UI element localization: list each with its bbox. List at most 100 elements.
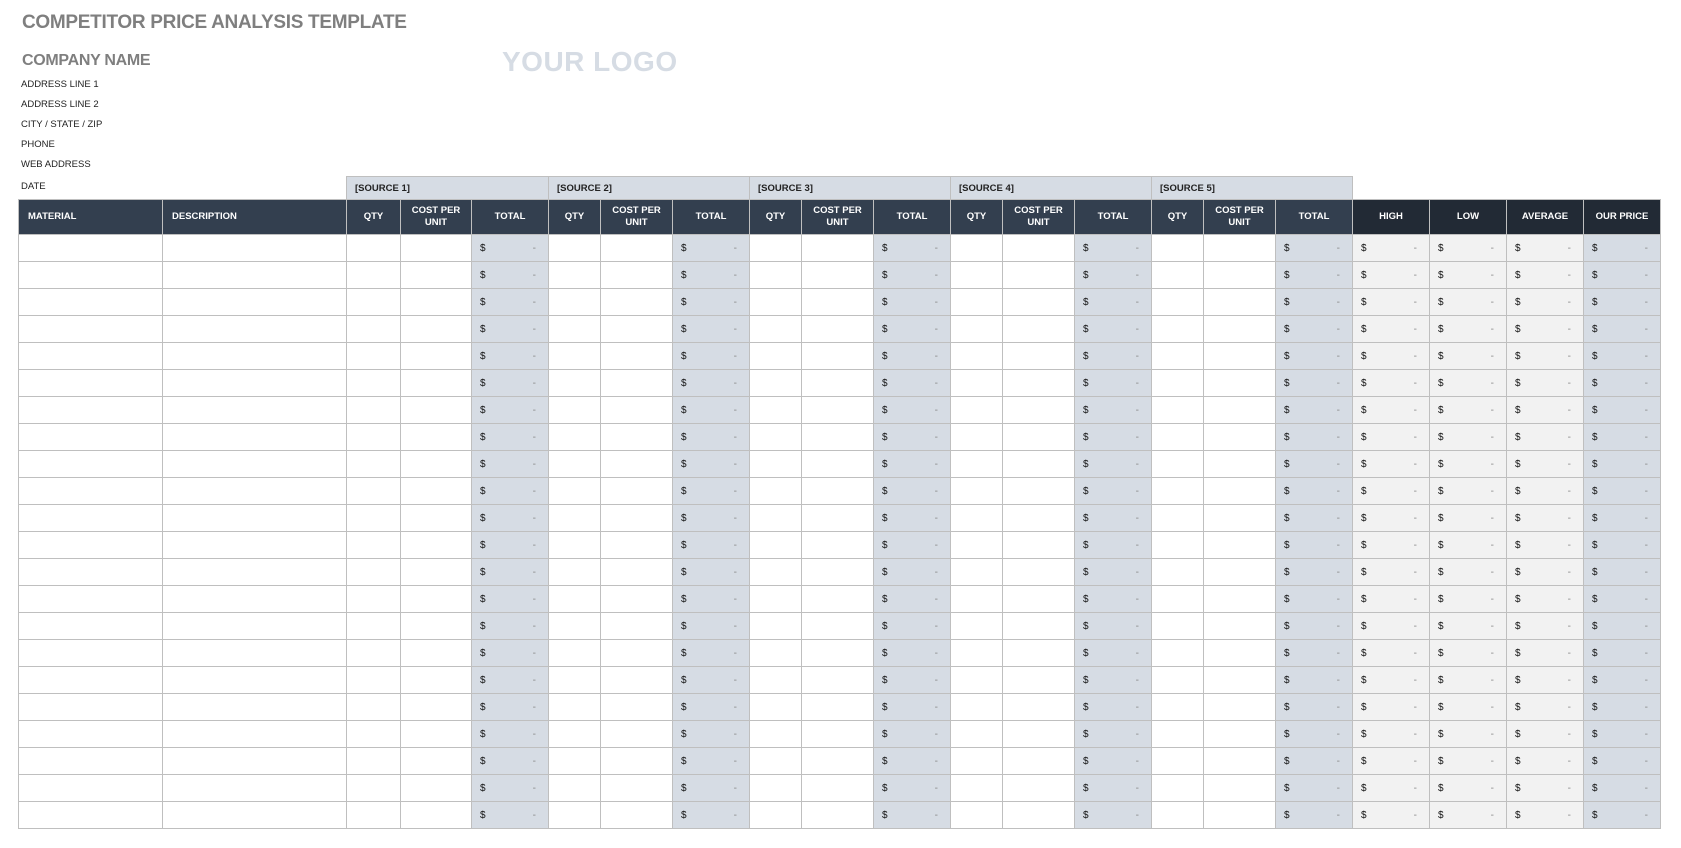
description-cell[interactable] bbox=[162, 315, 347, 343]
high-cell[interactable]: $ - bbox=[1352, 639, 1430, 667]
cost-per-unit-cell[interactable] bbox=[1002, 369, 1075, 397]
qty-cell[interactable] bbox=[346, 585, 401, 613]
total-cell[interactable]: $ - bbox=[471, 693, 549, 721]
our-price-cell[interactable]: $ - bbox=[1583, 666, 1661, 694]
qty-cell[interactable] bbox=[346, 558, 401, 586]
total-cell[interactable]: $ - bbox=[1275, 774, 1353, 802]
high-cell[interactable]: $ - bbox=[1352, 747, 1430, 775]
cost-per-unit-cell[interactable] bbox=[801, 342, 874, 370]
description-cell[interactable] bbox=[162, 450, 347, 478]
qty-cell[interactable] bbox=[346, 504, 401, 532]
total-cell[interactable]: $ - bbox=[672, 396, 750, 424]
material-cell[interactable] bbox=[18, 315, 163, 343]
cost-per-unit-cell[interactable] bbox=[600, 531, 673, 559]
qty-cell[interactable] bbox=[346, 747, 401, 775]
qty-cell[interactable] bbox=[749, 531, 802, 559]
cost-per-unit-cell[interactable] bbox=[600, 612, 673, 640]
cost-per-unit-cell[interactable] bbox=[1203, 504, 1276, 532]
cost-per-unit-cell[interactable] bbox=[1002, 450, 1075, 478]
description-cell[interactable] bbox=[162, 342, 347, 370]
qty-cell[interactable] bbox=[950, 396, 1003, 424]
cost-per-unit-cell[interactable] bbox=[400, 288, 472, 316]
cost-per-unit-cell[interactable] bbox=[600, 288, 673, 316]
total-cell[interactable]: $ - bbox=[471, 369, 549, 397]
total-cell[interactable]: $ - bbox=[471, 396, 549, 424]
cost-per-unit-cell[interactable] bbox=[1203, 747, 1276, 775]
description-cell[interactable] bbox=[162, 666, 347, 694]
cost-per-unit-cell[interactable] bbox=[400, 801, 472, 829]
cost-per-unit-cell[interactable] bbox=[1203, 477, 1276, 505]
description-cell[interactable] bbox=[162, 801, 347, 829]
total-cell[interactable]: $ - bbox=[873, 693, 951, 721]
total-cell[interactable]: $ - bbox=[1074, 639, 1152, 667]
cost-per-unit-cell[interactable] bbox=[400, 585, 472, 613]
low-cell[interactable]: $ - bbox=[1429, 234, 1507, 262]
qty-cell[interactable] bbox=[346, 315, 401, 343]
high-cell[interactable]: $ - bbox=[1352, 504, 1430, 532]
total-cell[interactable]: $ - bbox=[672, 666, 750, 694]
qty-cell[interactable] bbox=[346, 342, 401, 370]
material-cell[interactable] bbox=[18, 666, 163, 694]
cost-per-unit-cell[interactable] bbox=[1203, 612, 1276, 640]
our-price-cell[interactable]: $ - bbox=[1583, 639, 1661, 667]
total-cell[interactable]: $ - bbox=[873, 369, 951, 397]
cost-per-unit-cell[interactable] bbox=[1002, 558, 1075, 586]
our-price-cell[interactable]: $ - bbox=[1583, 693, 1661, 721]
qty-cell[interactable] bbox=[548, 396, 601, 424]
qty-cell[interactable] bbox=[548, 693, 601, 721]
cost-per-unit-cell[interactable] bbox=[1203, 288, 1276, 316]
qty-cell[interactable] bbox=[548, 288, 601, 316]
total-cell[interactable]: $ - bbox=[1275, 801, 1353, 829]
total-cell[interactable]: $ - bbox=[672, 477, 750, 505]
source-label[interactable]: [SOURCE 2] bbox=[548, 176, 750, 200]
total-cell[interactable]: $ - bbox=[1074, 396, 1152, 424]
low-cell[interactable]: $ - bbox=[1429, 504, 1507, 532]
low-cell[interactable]: $ - bbox=[1429, 423, 1507, 451]
our-price-cell[interactable]: $ - bbox=[1583, 477, 1661, 505]
total-cell[interactable]: $ - bbox=[672, 693, 750, 721]
qty-cell[interactable] bbox=[950, 288, 1003, 316]
qty-cell[interactable] bbox=[950, 666, 1003, 694]
cost-per-unit-cell[interactable] bbox=[1203, 315, 1276, 343]
description-cell[interactable] bbox=[162, 612, 347, 640]
total-cell[interactable]: $ - bbox=[873, 315, 951, 343]
cost-per-unit-cell[interactable] bbox=[600, 396, 673, 424]
total-cell[interactable]: $ - bbox=[471, 747, 549, 775]
source-label[interactable]: [SOURCE 5] bbox=[1151, 176, 1353, 200]
qty-cell[interactable] bbox=[950, 315, 1003, 343]
source-label[interactable]: [SOURCE 1] bbox=[346, 176, 549, 200]
cost-per-unit-cell[interactable] bbox=[1203, 369, 1276, 397]
qty-cell[interactable] bbox=[548, 342, 601, 370]
qty-cell[interactable] bbox=[749, 720, 802, 748]
qty-cell[interactable] bbox=[1151, 504, 1204, 532]
qty-cell[interactable] bbox=[1151, 234, 1204, 262]
high-cell[interactable]: $ - bbox=[1352, 774, 1430, 802]
qty-cell[interactable] bbox=[749, 450, 802, 478]
total-cell[interactable]: $ - bbox=[672, 342, 750, 370]
cost-per-unit-cell[interactable] bbox=[801, 369, 874, 397]
total-cell[interactable]: $ - bbox=[471, 801, 549, 829]
total-cell[interactable]: $ - bbox=[1275, 234, 1353, 262]
total-cell[interactable]: $ - bbox=[471, 342, 549, 370]
qty-cell[interactable] bbox=[1151, 747, 1204, 775]
total-cell[interactable]: $ - bbox=[1074, 558, 1152, 586]
total-cell[interactable]: $ - bbox=[471, 639, 549, 667]
cost-per-unit-cell[interactable] bbox=[600, 234, 673, 262]
qty-cell[interactable] bbox=[950, 747, 1003, 775]
cost-per-unit-cell[interactable] bbox=[600, 477, 673, 505]
total-cell[interactable]: $ - bbox=[672, 369, 750, 397]
description-cell[interactable] bbox=[162, 504, 347, 532]
total-cell[interactable]: $ - bbox=[1074, 369, 1152, 397]
total-cell[interactable]: $ - bbox=[471, 558, 549, 586]
our-price-cell[interactable]: $ - bbox=[1583, 558, 1661, 586]
average-cell[interactable]: $ - bbox=[1506, 639, 1584, 667]
description-cell[interactable] bbox=[162, 369, 347, 397]
qty-cell[interactable] bbox=[1151, 801, 1204, 829]
qty-cell[interactable] bbox=[749, 261, 802, 289]
cost-per-unit-cell[interactable] bbox=[1203, 558, 1276, 586]
qty-cell[interactable] bbox=[1151, 423, 1204, 451]
average-cell[interactable]: $ - bbox=[1506, 558, 1584, 586]
cost-per-unit-cell[interactable] bbox=[600, 315, 673, 343]
our-price-cell[interactable]: $ - bbox=[1583, 450, 1661, 478]
qty-cell[interactable] bbox=[548, 612, 601, 640]
